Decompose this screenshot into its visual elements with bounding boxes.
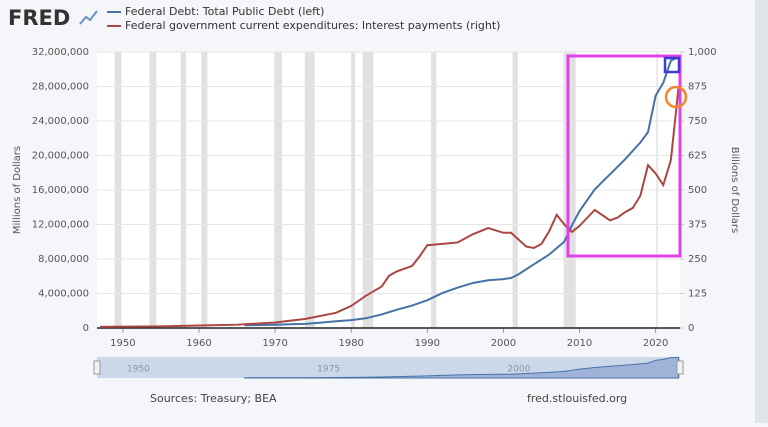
y2-tick-label: 375: [688, 220, 707, 231]
x-tick-label: 1990: [415, 338, 440, 349]
y2-tick-label: 0: [688, 323, 694, 334]
y-tick-label: 0: [83, 323, 89, 334]
site: fred.stlouisfed.org: [527, 392, 627, 405]
navigator-area: [244, 356, 679, 379]
scroll-strip: [755, 0, 768, 423]
logo-icon: [79, 10, 98, 25]
y2-tick-label: 500: [688, 185, 707, 196]
y-tick-label: 20,000,000: [32, 151, 89, 162]
y-axis-title: Millions of Dollars: [12, 146, 23, 234]
y-tick-label: 32,000,000: [32, 47, 89, 58]
legend-label: Federal government current expenditures:…: [125, 19, 500, 32]
y2-tick-label: 250: [688, 254, 707, 265]
navigator-label: 2000: [507, 365, 530, 375]
y-tick-label: 4,000,000: [38, 289, 89, 300]
legend-label: Federal Debt: Total Public Debt (left): [125, 5, 324, 18]
y-tick-label: 28,000,000: [32, 82, 89, 93]
y-tick-label: 16,000,000: [32, 185, 89, 196]
y2-tick-label: 625: [688, 151, 707, 162]
nav-handle-left[interactable]: [93, 360, 101, 375]
series-line: [100, 87, 680, 328]
source: Sources: Treasury; BEA: [150, 392, 277, 405]
x-tick-label: 2010: [567, 338, 592, 349]
highlight-box: [566, 54, 682, 258]
y2-tick-label: 1,000: [688, 47, 717, 58]
y-tick-label: 12,000,000: [32, 220, 89, 231]
x-tick-label: 1980: [338, 338, 363, 349]
y2-tick-label: 750: [688, 116, 707, 127]
highlight-square: [663, 56, 681, 74]
x-tick-label: 1950: [110, 338, 135, 349]
y2-tick-label: 125: [688, 289, 707, 300]
x-tick-label: 2020: [643, 338, 668, 349]
y2-tick-label: 875: [688, 82, 707, 93]
x-tick-label: 1970: [262, 338, 287, 349]
series-line: [244, 56, 679, 327]
y-tick-label: 8,000,000: [38, 254, 89, 265]
logo: FRED: [8, 6, 70, 30]
y2-axis-title: Billions of Dollars: [729, 147, 740, 233]
y-tick-label: 24,000,000: [32, 116, 89, 127]
navigator-content: 1950 1975 2000: [127, 356, 679, 379]
navigator-label: 1950: [127, 365, 150, 375]
highlight-circle: [664, 85, 688, 109]
plot: 0 4,000,000 8,000,000 12,000,000 16,000,000 2…: [32, 47, 717, 349]
x-tick-label: 1960: [186, 338, 211, 349]
nav-handle-right[interactable]: [676, 360, 684, 375]
x-tick-label: 2000: [491, 338, 516, 349]
navigator-label: 1975: [317, 365, 340, 375]
